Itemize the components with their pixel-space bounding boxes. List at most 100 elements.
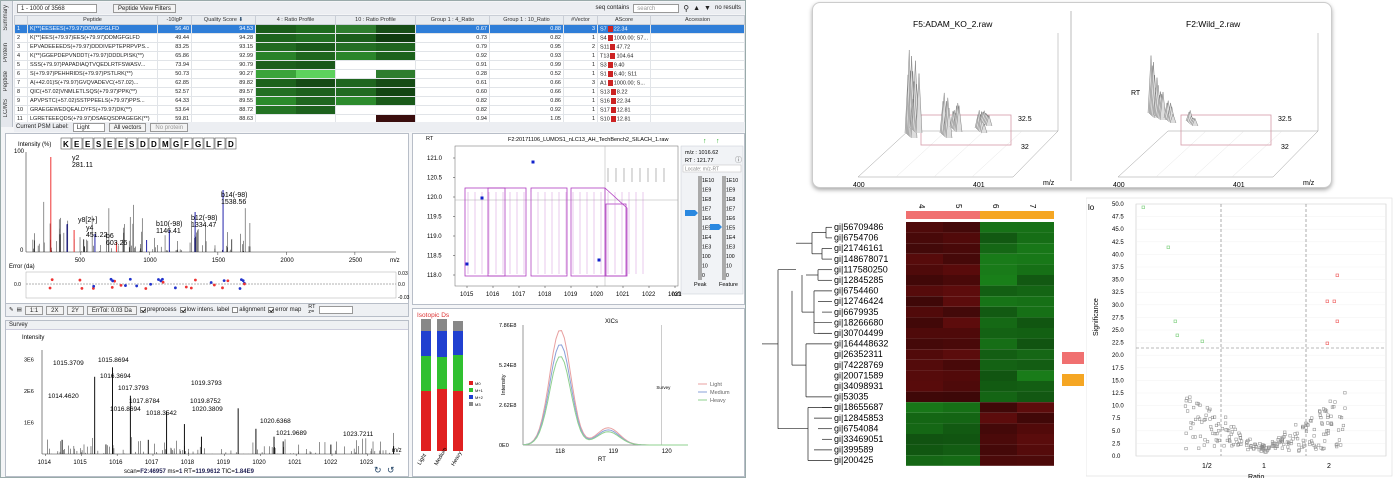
x-tick-label: 1022	[642, 292, 656, 298]
histogram-icon[interactable]: ▤	[16, 307, 22, 313]
table-row[interactable]: 2 K(**)EES(+79.97)EES(+79.97)DDMGFGLFD 49.…	[14, 33, 746, 43]
ascore-bar	[607, 25, 613, 32]
column-header[interactable]: Accession	[649, 15, 746, 25]
group-legend-swatch	[1062, 352, 1084, 364]
low-intensity-label-checkbox[interactable]	[179, 307, 186, 313]
volcano-point	[1189, 426, 1193, 430]
side-tab-peptide[interactable]: Peptide	[1, 69, 13, 97]
column-header[interactable]	[14, 15, 28, 25]
isotope-category-label: Heavy	[451, 450, 464, 467]
error-point	[159, 279, 163, 283]
heatmap-cell	[1017, 275, 1054, 286]
accession-cell	[649, 69, 746, 79]
table-row[interactable]: 3 EPVADEEEEDS(+79.97)DDDIVEPTEPRPVPS... 83…	[14, 42, 746, 52]
table-row[interactable]: 6 S(+79.97)PEHHRIDS(+79.97)PSTLRK(**) 50.7…	[14, 69, 746, 79]
volcano-point	[1335, 442, 1339, 446]
scale-1-1-button[interactable]: 1:1	[24, 305, 44, 315]
volcano-point	[1318, 410, 1322, 414]
table-row[interactable]: 5 SSS(+79.97)PAPADIAQTVQEDLRTFSWASV... 73.…	[14, 60, 746, 70]
volcano-point	[1213, 415, 1217, 419]
xic-3d-chart[interactable]: F5:ADAM_KO_2.raw 32.5 32 400 401 m/z F2:Wild_2…	[813, 3, 1333, 189]
error-map-checkbox[interactable]	[268, 307, 275, 313]
search-input[interactable]: search	[633, 3, 680, 13]
column-header[interactable]: -10lgP	[157, 15, 192, 25]
side-tab-protein[interactable]: Protein	[1, 41, 13, 69]
xic-x-tick: 118	[555, 449, 565, 455]
previous-result-icon[interactable]: ▲	[693, 4, 701, 12]
column-header[interactable]: 4 : Ratio Profile	[255, 15, 336, 25]
volcano-point	[1236, 443, 1240, 447]
fragment-ion-label: b10(-98)	[156, 221, 182, 228]
volcano-point	[1285, 440, 1289, 444]
scale-2x-button[interactable]: 2X	[46, 305, 64, 315]
heatmap-cell	[1017, 402, 1054, 413]
ratio-profile-cell	[335, 33, 416, 43]
all-vectors-button[interactable]: All vectors	[108, 122, 147, 132]
ruler-icon[interactable]: ✎	[9, 307, 14, 313]
ascore-cell: T13 104.64	[597, 51, 651, 61]
heatmap-cell	[980, 328, 1017, 339]
table-row[interactable]: 9 APVPSTC(+57.02)SSTPPEELS(+79.97)PPS... 6…	[14, 96, 746, 106]
accession-cell	[649, 87, 746, 97]
table-row[interactable]: 1 K(**)EESEES(+79.97)DDMGFGLFD 56.40 94.53 0…	[14, 24, 746, 34]
no-protein-button[interactable]: No protein	[150, 122, 189, 132]
peptide-view-filters-button[interactable]: Peptide View Filters	[113, 3, 176, 13]
chromatogram-peak	[945, 107, 953, 139]
peptide-cell: K(**)GGEPDEPVNDDT(+79.97)DDDLPISK(**)	[27, 51, 158, 61]
scale-2y-button[interactable]: 2Y	[66, 305, 84, 315]
column-header[interactable]: Quality Score ⬇	[191, 15, 256, 25]
column-header[interactable]: 10 : Ratio Profile	[335, 15, 416, 25]
feature-scale-label: 0	[726, 273, 729, 279]
psm-label-select[interactable]: Light	[72, 122, 105, 132]
search-icon[interactable]: ⚲	[683, 3, 690, 13]
column-header[interactable]: #Vector	[563, 15, 598, 25]
footer-value: F2:46957	[140, 469, 166, 475]
volcano-point	[1288, 434, 1292, 438]
survey-tab[interactable]: Survey	[6, 321, 408, 330]
column-header[interactable]: Group 1 : 4_Ratio	[415, 15, 490, 25]
lcms-map-chart[interactable]: F2:20171106_LUMOS1_nLC13_AH_TechBench2_S…	[413, 134, 746, 306]
peptide-cell: QIC(+57.02)VNMLETLSQS(+79.97)PPK(**)	[27, 87, 158, 97]
sequence-residue: F	[217, 140, 222, 149]
column-header[interactable]: AScore	[597, 15, 651, 25]
page-range-select[interactable]: 1 - 1000 of 3568	[17, 3, 97, 13]
y-tick-label: 10.0	[1112, 404, 1124, 410]
volcano-plot[interactable]: lo 50.047.545.042.540.037.535.032.530.027…	[1086, 196, 1394, 478]
volcano-point	[1249, 444, 1253, 448]
alignment-checkbox[interactable]	[232, 307, 239, 313]
sequence-box	[214, 137, 226, 150]
column-header[interactable]: Peptide	[27, 15, 158, 25]
heatmap-row-label: gi|33469051	[834, 434, 883, 444]
volcano-point	[1188, 399, 1192, 403]
side-tab-summary[interactable]: Summary	[1, 1, 13, 41]
mz-label: m/z	[390, 258, 400, 264]
y-tick-label: 32.5	[1112, 290, 1124, 296]
error-tolerance-field[interactable]: ErrTol: 0.03 Da	[86, 305, 137, 315]
volcano-point	[1210, 415, 1215, 420]
table-row[interactable]: 7 A(+42.01)S(+79.97)GVQVADEVC(+57.02)... 6…	[14, 78, 746, 88]
rt-field[interactable]	[318, 306, 353, 314]
table-row[interactable]: 10 GRAEGEWEDQEALDYFS(+79.97)DK(**) 53.64 88…	[14, 105, 746, 115]
volcano-point	[1325, 429, 1329, 433]
ratio-10-cell: 0.92	[489, 105, 564, 115]
floor-grid	[1193, 130, 1245, 178]
x-tick-label: 1018	[538, 292, 552, 298]
survey-peak-label: 1015.8694	[98, 357, 129, 364]
table-row[interactable]: 8 QIC(+57.02)VNMLETLSQS(+79.97)PPK(**) 52.…	[14, 87, 746, 97]
seq-contains-select[interactable]: seq contains	[595, 5, 630, 11]
quality-score-cell: 89.82	[191, 78, 256, 88]
table-row[interactable]: 4 K(**)GGEPDEPVNDDT(+79.97)DDDLPISK(**) 65…	[14, 51, 746, 61]
ratio-10-cell: 0.86	[489, 96, 564, 106]
volcano-point	[1209, 427, 1214, 432]
volcano-point	[1304, 421, 1308, 425]
heatmap-chart[interactable]: 4 5 6 7gi|56709486gi|6754706gi|21746161gi|1…	[756, 196, 1086, 478]
y-tick-label: 15.0	[1112, 378, 1124, 384]
survey-spectrum-chart[interactable]: Intensity 3E6 2E6 1E6 1014 1015 1016 1017 1018 10…	[6, 330, 408, 476]
side-tab-lcms[interactable]: LC/MS	[1, 97, 13, 127]
survey-peak-label: 1016.8694	[110, 406, 141, 413]
preprocess-checkbox[interactable]	[139, 307, 146, 313]
column-header[interactable]: Group 1 : 10_Ratio	[489, 15, 564, 25]
next-result-icon[interactable]: ▼	[704, 4, 711, 12]
